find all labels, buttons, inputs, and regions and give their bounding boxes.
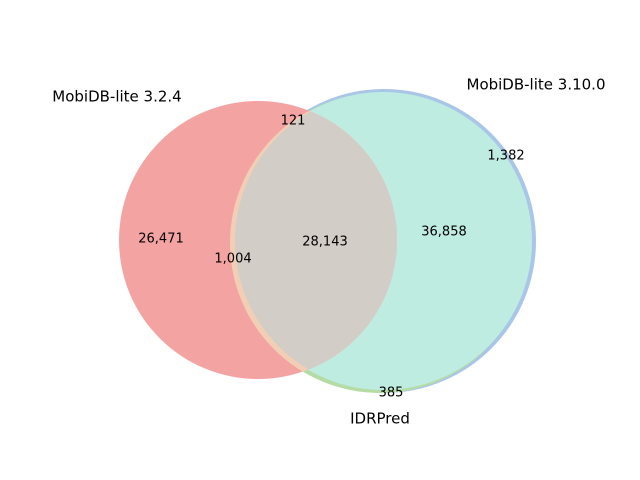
region-label: 121 [281,114,306,129]
region-label: 36,858 [421,225,467,240]
region-label: 26,471 [138,232,184,247]
overlap-region [235,101,397,379]
venn-labels: MobiDB-lite 3.2.4 MobiDB-lite 3.10.0 IDRPr… [52,76,605,428]
set-label: MobiDB-lite 3.10.0 [467,76,606,94]
overlap-group [230,101,397,379]
venn-shapes [119,89,536,393]
set-label: IDRPred [350,410,410,428]
region-label: 28,143 [302,235,348,250]
region-label: 1,004 [214,252,251,267]
set-label: MobiDB-lite 3.2.4 [52,88,181,106]
region-label: 1,382 [487,149,524,164]
region-label: 385 [379,386,404,401]
